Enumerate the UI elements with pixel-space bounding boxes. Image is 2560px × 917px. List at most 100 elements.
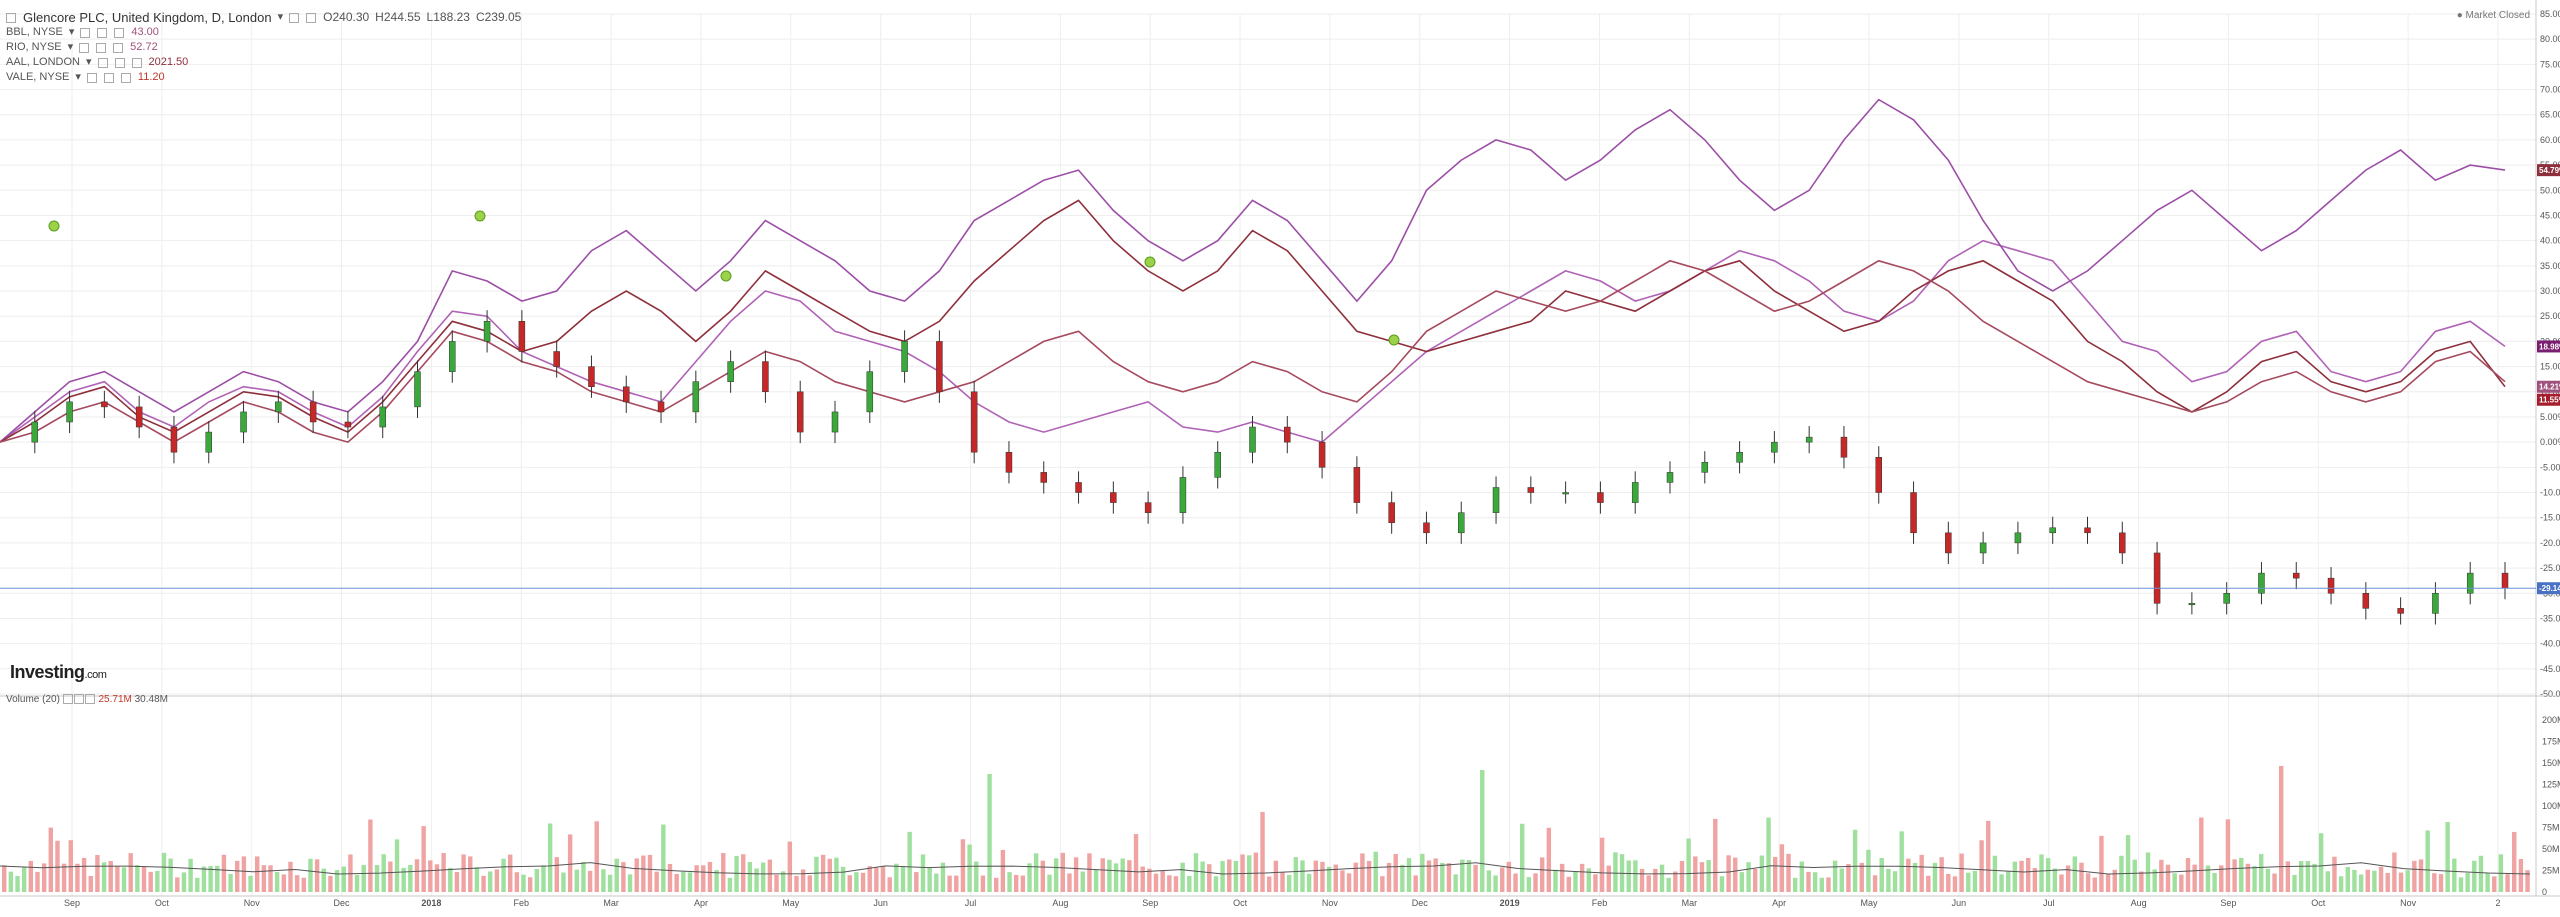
- compare-symbol[interactable]: RIO, NYSE: [6, 41, 62, 53]
- volume-bar: [1113, 863, 1119, 892]
- volume-bar: [2478, 855, 2484, 892]
- volume-bar: [1406, 858, 1412, 892]
- candle-body: [414, 371, 421, 408]
- volume-legend[interactable]: Volume (20) 25.71M 30.48M: [6, 694, 168, 705]
- volume-bar: [1153, 873, 1159, 892]
- volume-bar: [2112, 869, 2117, 892]
- candle-body: [1249, 426, 1256, 453]
- eye-icon[interactable]: [103, 72, 114, 83]
- volume-bar: [95, 855, 100, 892]
- volume-bar: [627, 874, 633, 892]
- volume-bar: [155, 870, 160, 892]
- volume-bar: [268, 865, 273, 892]
- volume-bar: [1739, 872, 1745, 892]
- volume-bar: [508, 854, 513, 892]
- compare-row-bbl[interactable]: BBL, NYSE ▾ 43.00: [6, 25, 521, 40]
- compare-row-aal[interactable]: AAL, LONDON ▾ 2021.50: [6, 55, 521, 70]
- legend-panel: Glencore PLC, United Kingdom, D, London …: [6, 10, 521, 85]
- main-symbol-label[interactable]: Glencore PLC, United Kingdom, D, London: [23, 10, 272, 25]
- close-icon[interactable]: [131, 57, 142, 68]
- last-value-tag-label: 54.79%: [2539, 166, 2560, 175]
- y-tick-label: -50.00%: [2540, 689, 2560, 699]
- volume-tick-label: 200M: [2542, 715, 2560, 725]
- volume-bar: [188, 858, 193, 892]
- volume-bar: [1346, 873, 1352, 892]
- volume-bar: [1333, 864, 1338, 892]
- volume-bar: [2405, 870, 2410, 892]
- eye-icon[interactable]: [96, 42, 107, 53]
- y-tick-label: 60.00%: [2540, 135, 2560, 145]
- volume-bar: [834, 857, 839, 892]
- compare-symbol[interactable]: AAL, LONDON: [6, 56, 80, 68]
- close-icon[interactable]: [113, 42, 124, 53]
- volume-bar: [2452, 858, 2457, 892]
- compare-symbol[interactable]: VALE, NYSE: [6, 71, 70, 83]
- candle-body: [205, 431, 212, 453]
- chevron-down-icon[interactable]: ▾: [68, 26, 75, 38]
- close-icon[interactable]: [84, 694, 95, 705]
- volume-bar: [1693, 856, 1698, 892]
- candle-body: [1353, 467, 1361, 503]
- chevron-down-icon[interactable]: ▾: [85, 56, 92, 68]
- compare-symbol[interactable]: BBL, NYSE: [6, 26, 63, 38]
- x-tick-label: Feb: [514, 898, 530, 908]
- close-icon[interactable]: [120, 72, 131, 83]
- volume-bar: [2472, 860, 2477, 892]
- main-symbol-row[interactable]: Glencore PLC, United Kingdom, D, London …: [6, 10, 521, 25]
- settings-icon[interactable]: [79, 42, 90, 53]
- candle-body: [588, 366, 595, 387]
- chevron-down-icon[interactable]: ▾: [75, 71, 81, 83]
- volume-bar: [1859, 862, 1864, 892]
- volume-bar: [847, 875, 852, 892]
- volume-bar: [1460, 859, 1465, 892]
- volume-bar: [501, 858, 506, 892]
- x-tick-label: Mar: [603, 898, 619, 908]
- volume-bar: [907, 831, 912, 892]
- volume-bar: [2338, 876, 2344, 892]
- close-icon[interactable]: [114, 27, 125, 38]
- volume-bar: [288, 861, 293, 892]
- volume-bar: [514, 872, 520, 892]
- volume-bar: [521, 874, 526, 892]
- volume-bar: [534, 869, 540, 892]
- volume-bar: [1466, 860, 1472, 892]
- eye-icon[interactable]: [114, 57, 125, 68]
- settings-icon[interactable]: [289, 12, 300, 23]
- volume-bar: [787, 841, 793, 892]
- volume-bar: [468, 856, 473, 892]
- settings-icon[interactable]: [80, 27, 91, 38]
- x-tick-label: Feb: [1592, 898, 1608, 908]
- volume-bar: [2505, 874, 2510, 892]
- y-tick-label: 70.00%: [2540, 85, 2560, 95]
- volume-bar: [1912, 862, 1918, 892]
- volume-bar: [2039, 854, 2044, 892]
- candle-body: [2501, 572, 2509, 589]
- compare-row-rio[interactable]: RIO, NYSE ▾ 52.72: [6, 40, 521, 55]
- eye-icon[interactable]: [306, 12, 317, 23]
- settings-icon[interactable]: [97, 57, 108, 68]
- chevron-down-icon[interactable]: ▾: [277, 11, 284, 23]
- candle-body: [449, 341, 456, 372]
- settings-icon[interactable]: [86, 72, 97, 83]
- candle-body: [1110, 492, 1117, 503]
- candle-body: [2293, 572, 2300, 579]
- volume-bar: [148, 871, 153, 892]
- volume-bar: [754, 868, 759, 892]
- volume-bar: [48, 827, 54, 892]
- eye-icon[interactable]: [97, 27, 108, 38]
- volume-label[interactable]: Volume (20): [6, 694, 60, 705]
- collapse-icon[interactable]: [6, 12, 16, 23]
- volume-bar: [594, 821, 599, 892]
- settings-icon[interactable]: [62, 694, 73, 705]
- volume-bar: [1872, 875, 1878, 892]
- volume-bar: [1007, 872, 1012, 892]
- volume-bar: [1899, 831, 1904, 892]
- compare-row-vale[interactable]: VALE, NYSE ▾ 11.20: [6, 70, 521, 85]
- eye-icon[interactable]: [73, 694, 84, 705]
- chevron-down-icon[interactable]: ▾: [67, 41, 74, 53]
- volume-bar: [1972, 870, 1978, 892]
- volume-bar: [1786, 853, 1791, 892]
- last-value-tag: [2537, 582, 2560, 595]
